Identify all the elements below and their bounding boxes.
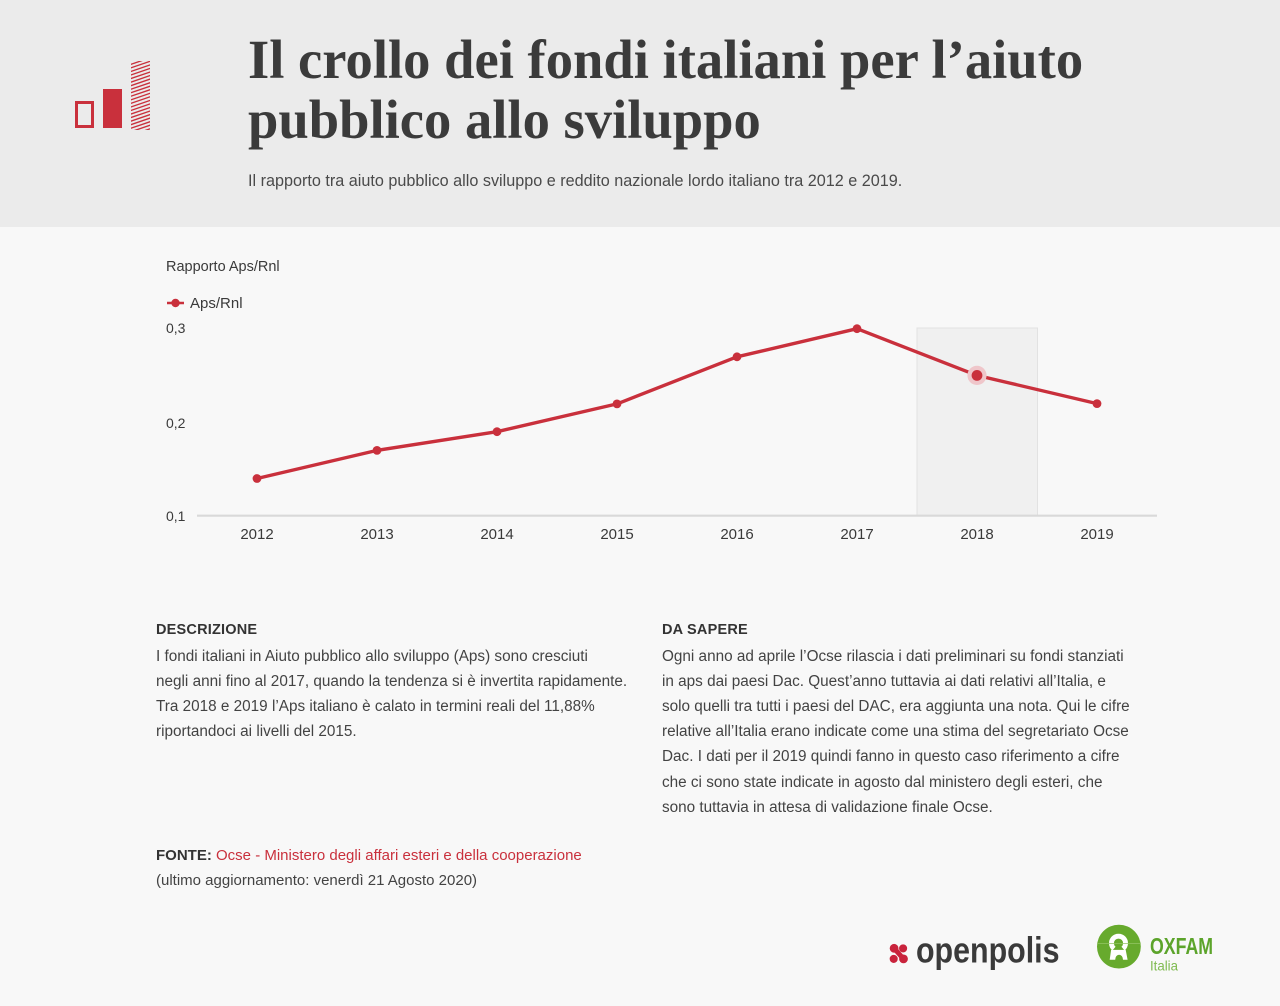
svg-text:Italia: Italia	[1150, 958, 1178, 974]
svg-text:2015: 2015	[600, 526, 633, 543]
svg-text:Aps/Rnl: Aps/Rnl	[190, 295, 243, 312]
svg-text:0,1: 0,1	[166, 508, 186, 524]
svg-text:OXFAM: OXFAM	[1150, 933, 1213, 959]
svg-text:2019: 2019	[1080, 526, 1113, 543]
svg-text:2014: 2014	[480, 526, 513, 543]
svg-text:Rapporto Aps/Rnl: Rapporto Aps/Rnl	[166, 259, 280, 275]
svg-text:openpolis: openpolis	[916, 929, 1060, 970]
svg-text:2012: 2012	[240, 526, 273, 543]
svg-text:2013: 2013	[360, 526, 393, 543]
svg-text:2016: 2016	[720, 526, 753, 543]
svg-text:0,3: 0,3	[166, 320, 186, 336]
svg-text:2017: 2017	[840, 526, 873, 543]
svg-text:0,2: 0,2	[166, 415, 186, 431]
svg-text:2018: 2018	[960, 526, 993, 543]
